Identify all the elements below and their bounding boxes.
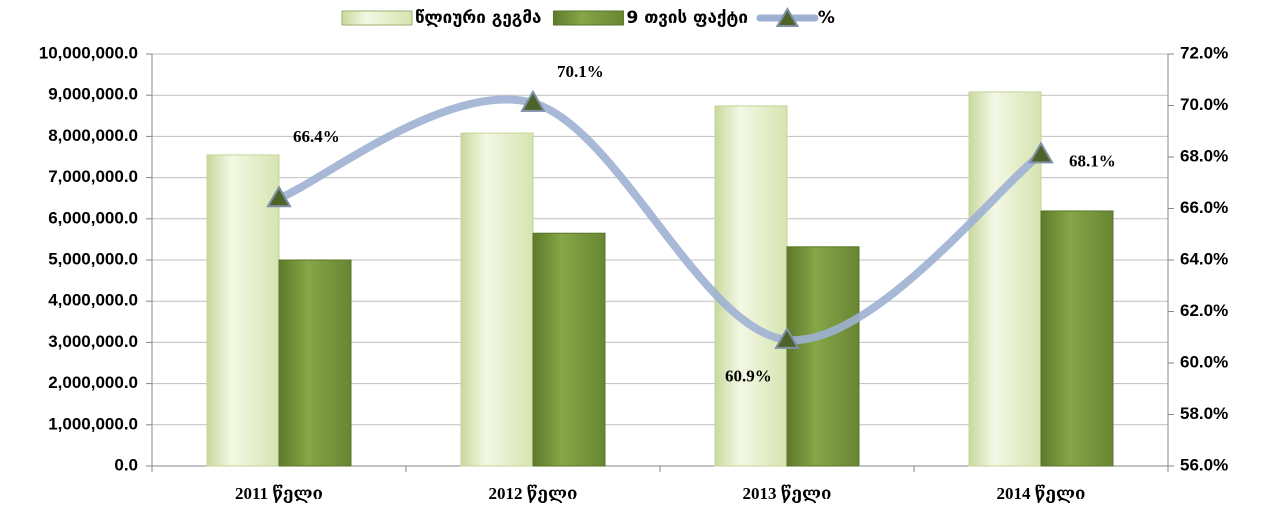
value-label: 68.1% (1069, 151, 1116, 170)
x-tick-label: 2013 წელი (743, 484, 832, 503)
y-tick-label: 9,000,000.0 (48, 85, 138, 104)
y2-tick-label: 66.0% (1180, 198, 1228, 217)
marker (1028, 141, 1054, 164)
x-tick-label: 2011 წელი (235, 484, 323, 503)
y-tick-label: 8,000,000.0 (48, 126, 138, 145)
y-tick-label: 4,000,000.0 (48, 291, 138, 310)
y-tick-label: 0.0 (114, 455, 138, 474)
y2-tick-label: 68.0% (1180, 146, 1228, 165)
y-tick-label: 1,000,000.0 (48, 414, 138, 433)
line (275, 95, 1045, 344)
value-label: 70.1% (557, 62, 604, 81)
legend-label: 9 თვის ფაქტი (626, 8, 747, 28)
legend-label: წლიური გეგმა (415, 8, 541, 28)
marker (774, 326, 800, 349)
legend-swatch (341, 10, 413, 26)
x-tick-label: 2012 წელი (489, 484, 578, 503)
bar (460, 132, 534, 467)
y-tick-label: 2,000,000.0 (48, 373, 138, 392)
y2-tick-label: 70.0% (1180, 95, 1228, 114)
legend-label: % (818, 8, 835, 28)
legend-marker (775, 7, 800, 27)
bar (786, 246, 860, 467)
marker (520, 89, 546, 112)
y-tick-label: 3,000,000.0 (48, 332, 138, 351)
x-tick-label: 2014 წელი (997, 484, 1086, 503)
legend-swatch (552, 10, 624, 26)
y2-tick-label: 62.0% (1180, 301, 1228, 320)
bar (714, 105, 788, 467)
bar (278, 259, 352, 467)
y-tick-label: 10,000,000.0 (39, 43, 138, 62)
value-label: 60.9% (725, 367, 772, 386)
y2-tick-label: 64.0% (1180, 249, 1228, 268)
bar (968, 91, 1042, 467)
y-tick-label: 5,000,000.0 (48, 249, 138, 268)
y2-tick-label: 60.0% (1180, 352, 1228, 371)
value-label: 66.4% (293, 127, 340, 146)
y2-tick-label: 56.0% (1180, 455, 1228, 474)
y2-tick-label: 72.0% (1180, 43, 1228, 62)
bar (206, 154, 280, 467)
bar (1040, 210, 1114, 467)
y-tick-label: 6,000,000.0 (48, 208, 138, 227)
marker (266, 185, 292, 208)
y2-tick-label: 58.0% (1180, 404, 1228, 423)
bar (532, 232, 606, 467)
y-tick-label: 7,000,000.0 (48, 167, 138, 186)
